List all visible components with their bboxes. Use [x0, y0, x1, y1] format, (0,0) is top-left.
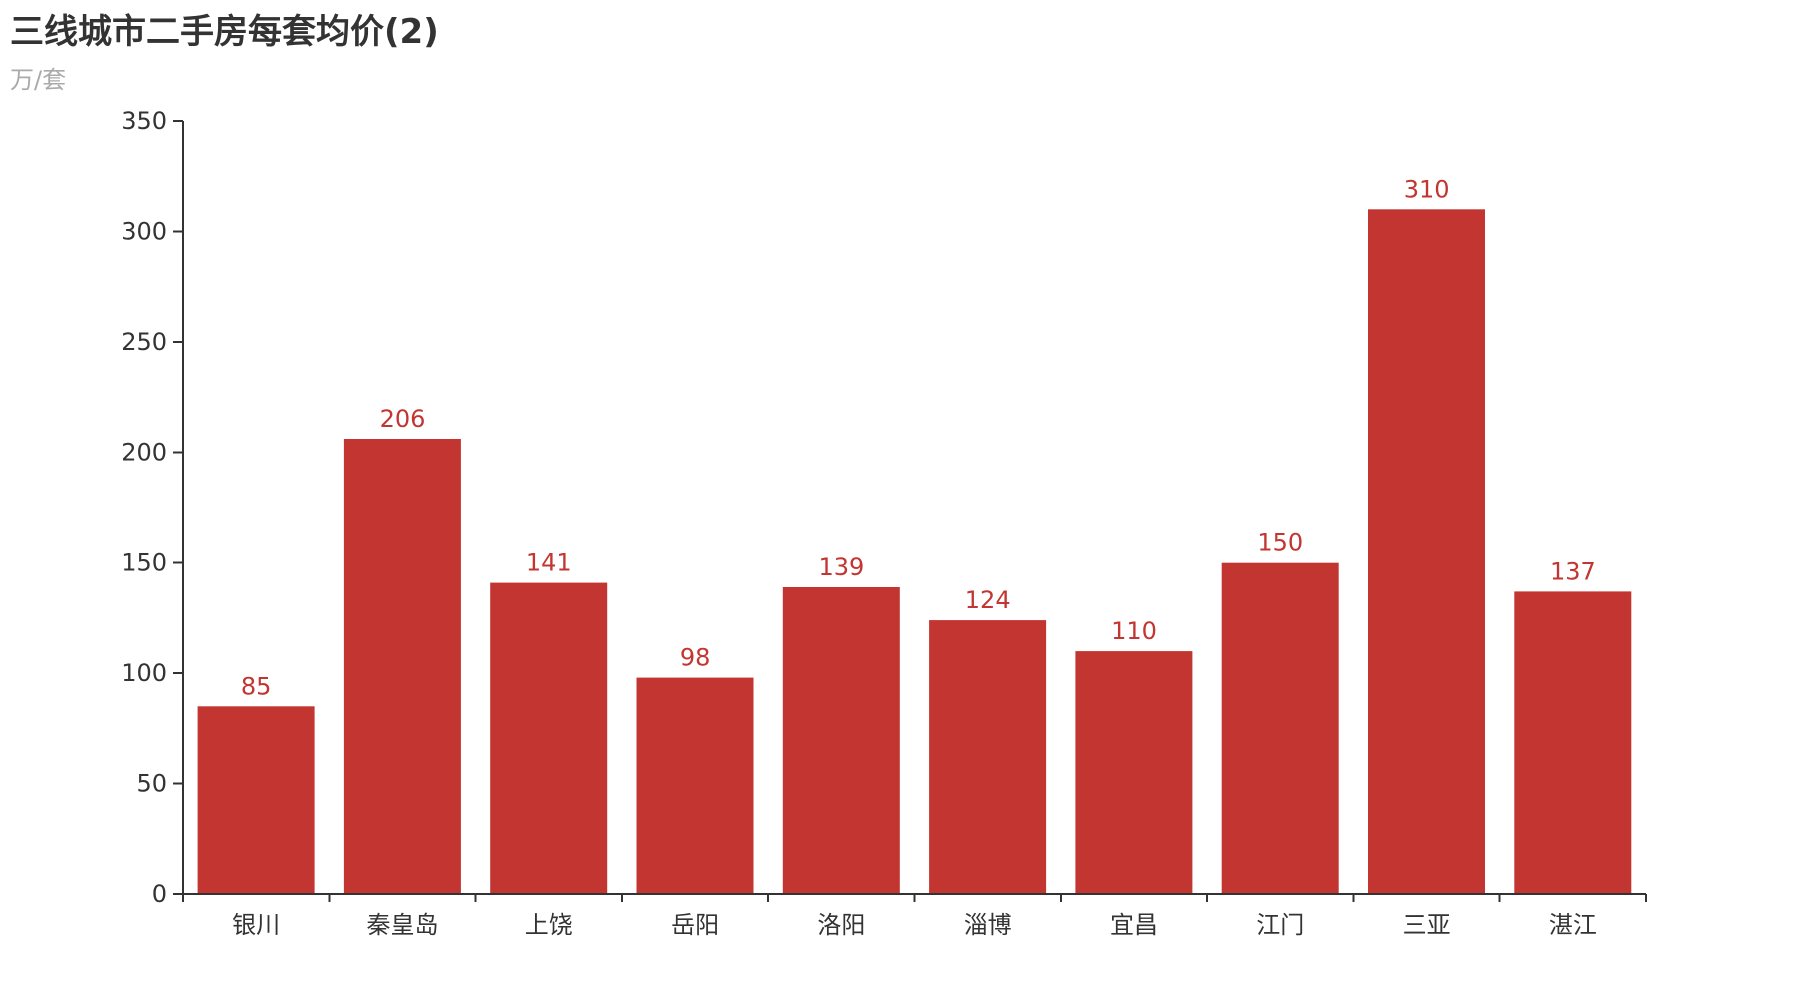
bar-4[interactable]: [782, 587, 900, 894]
data-label-3: 98: [680, 644, 711, 672]
x-tick-label-4: 洛阳: [817, 911, 865, 939]
bar-3[interactable]: [636, 677, 754, 894]
x-tick-label-3: 岳阳: [671, 911, 719, 939]
bar-9[interactable]: [1514, 591, 1632, 894]
y-tick-label-2: 100: [121, 659, 167, 687]
bar-2[interactable]: [490, 582, 608, 894]
x-tick-label-0: 银川: [232, 911, 280, 939]
y-tick-label-6: 300: [121, 217, 167, 245]
bar-8[interactable]: [1368, 209, 1485, 895]
data-labels-layer: 85 206 141 98 139 124 110 150 310 137: [241, 175, 1596, 700]
x-tick-label-6: 宜昌: [1110, 911, 1158, 939]
y-tick-label-3: 150: [121, 549, 167, 577]
bar-6[interactable]: [1075, 651, 1193, 894]
data-label-5: 124: [965, 586, 1011, 614]
y-tick-label-0: 0: [152, 880, 167, 908]
x-tick-label-8: 三亚: [1403, 911, 1451, 939]
data-label-4: 139: [818, 553, 864, 581]
data-label-2: 141: [526, 549, 572, 577]
x-tick-label-5: 淄博: [964, 911, 1012, 939]
chart-subtitle: 万/套: [10, 66, 67, 94]
data-label-9: 137: [1550, 557, 1596, 585]
bar-5[interactable]: [929, 620, 1047, 894]
x-tick-label-2: 上饶: [525, 911, 573, 939]
bar-7[interactable]: [1221, 562, 1339, 894]
data-label-8: 310: [1404, 175, 1450, 203]
y-tick-label-4: 200: [121, 438, 167, 466]
y-tick-label-5: 250: [121, 328, 167, 356]
bar-0[interactable]: [197, 706, 315, 894]
axes-layer: 0 50 100 150 200 250 300 350 银川 秦皇岛 上饶 岳阳 洛阳 淄博 宜昌 江门 三亚…: [121, 107, 1647, 939]
bars-layer: [197, 209, 1632, 895]
x-tick-label-7: 江门: [1256, 911, 1304, 939]
x-tick-label-1: 秦皇岛: [367, 911, 439, 939]
bar-1[interactable]: [343, 439, 461, 894]
chart-title: 三线城市二手房每套均价(2): [10, 12, 439, 52]
y-tick-label-7: 350: [121, 107, 167, 135]
data-label-0: 85: [241, 672, 272, 700]
y-tick-label-1: 50: [136, 770, 167, 798]
data-label-6: 110: [1111, 617, 1157, 645]
x-tick-label-9: 湛江: [1549, 911, 1597, 939]
data-label-7: 150: [1257, 529, 1303, 557]
data-label-1: 206: [380, 405, 426, 433]
